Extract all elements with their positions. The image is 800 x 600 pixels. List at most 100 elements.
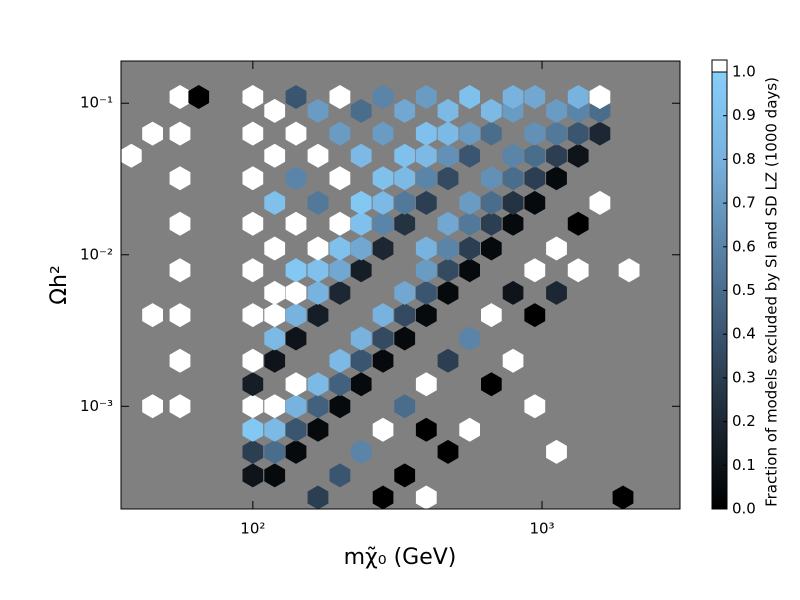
hex-cell — [329, 166, 351, 191]
hex-cell — [415, 485, 437, 509]
hex-cell — [481, 303, 502, 328]
hex-cell — [394, 303, 416, 328]
hex-cell — [502, 190, 524, 215]
colorbar-tick-label: 0.3 — [732, 368, 756, 386]
hex-cell — [502, 166, 524, 191]
hex-cell — [524, 190, 546, 215]
hex-cell — [285, 211, 307, 236]
hex-cell — [481, 190, 502, 215]
hex-cell — [285, 280, 307, 305]
hex-cell — [546, 121, 567, 146]
hex-cell — [285, 439, 307, 464]
colorbar-tick-label: 0.4 — [732, 325, 756, 343]
hex-cell — [546, 166, 567, 191]
hex-cell — [372, 121, 394, 146]
hex-cell — [264, 394, 286, 419]
hex-cell — [242, 439, 264, 464]
hex-cell — [169, 85, 191, 109]
hex-cell — [524, 166, 546, 191]
hex-cell — [546, 236, 567, 261]
hex-cell — [372, 190, 394, 215]
hex-cell — [285, 372, 307, 397]
hex-cell — [437, 211, 459, 236]
hex-cell — [481, 211, 502, 236]
hex-cell — [350, 211, 372, 236]
hex-cell — [350, 236, 372, 261]
hex-cell — [459, 143, 480, 168]
hex-cell — [329, 236, 351, 261]
hex-cell — [546, 439, 567, 464]
hex-cell — [242, 85, 264, 109]
hex-cell — [329, 85, 351, 109]
hex-cell — [372, 236, 394, 261]
hex-cell — [524, 303, 546, 328]
hex-cell — [415, 121, 437, 146]
hex-cell — [459, 258, 480, 283]
hex-cell — [285, 417, 307, 442]
hex-cell — [242, 348, 264, 373]
hex-cell — [142, 303, 163, 328]
hex-cell — [589, 121, 611, 146]
hex-cell — [589, 85, 611, 109]
hex-cell — [481, 98, 502, 123]
hex-cell — [567, 121, 589, 146]
hex-cell — [546, 280, 567, 305]
hex-cell — [264, 143, 286, 168]
hex-cell — [459, 236, 480, 261]
hex-cell — [350, 439, 372, 464]
hex-cell — [307, 98, 329, 123]
hex-cell — [481, 236, 502, 261]
hex-cell — [459, 121, 480, 146]
hex-cell — [524, 85, 546, 109]
colorbar-tick-label: 0.0 — [732, 500, 756, 518]
hex-cell — [437, 98, 459, 123]
hex-cell — [394, 280, 416, 305]
colorbar-tick-label: 0.5 — [732, 281, 756, 299]
hex-cell — [415, 190, 437, 215]
hex-cell — [546, 143, 567, 168]
hex-cell — [481, 372, 502, 397]
hex-cell — [285, 394, 307, 419]
hex-cell — [394, 98, 416, 123]
hex-cell — [481, 121, 502, 146]
hex-cell — [394, 166, 416, 191]
hex-cell — [437, 143, 459, 168]
hex-cell — [169, 394, 191, 419]
hex-cell — [242, 303, 264, 328]
hex-cell — [394, 394, 416, 419]
hex-cell — [242, 417, 264, 442]
hex-cell — [242, 394, 264, 419]
hex-cell — [285, 85, 307, 109]
hex-cell — [589, 190, 611, 215]
hex-cell — [307, 417, 329, 442]
hex-cell — [329, 211, 351, 236]
hex-cell — [524, 394, 546, 419]
hex-cell — [285, 326, 307, 351]
hex-cell — [264, 303, 286, 328]
hex-cell — [524, 258, 546, 283]
hex-cell — [242, 372, 264, 397]
hex-cell — [546, 98, 567, 123]
hex-cell — [437, 439, 459, 464]
hex-cell — [372, 326, 394, 351]
hex-cell — [502, 348, 524, 373]
hex-cell — [264, 463, 286, 488]
hex-cell — [524, 143, 546, 168]
hex-cell — [350, 190, 372, 215]
hex-cell — [264, 326, 286, 351]
hex-cell — [372, 417, 394, 442]
hex-cell — [372, 85, 394, 109]
hex-cell — [350, 143, 372, 168]
hex-cell — [307, 394, 329, 419]
hex-cell — [415, 85, 437, 109]
hex-cell — [394, 190, 416, 215]
hex-cell — [350, 326, 372, 351]
y-tick-label: 10⁻² — [80, 245, 113, 263]
x-axis-label: mχ̃₀ (GeV) — [344, 545, 457, 570]
hex-cell — [350, 372, 372, 397]
hex-cell — [567, 85, 589, 109]
hex-cell — [307, 303, 329, 328]
hex-cell — [567, 143, 589, 168]
hex-cell — [264, 98, 286, 123]
